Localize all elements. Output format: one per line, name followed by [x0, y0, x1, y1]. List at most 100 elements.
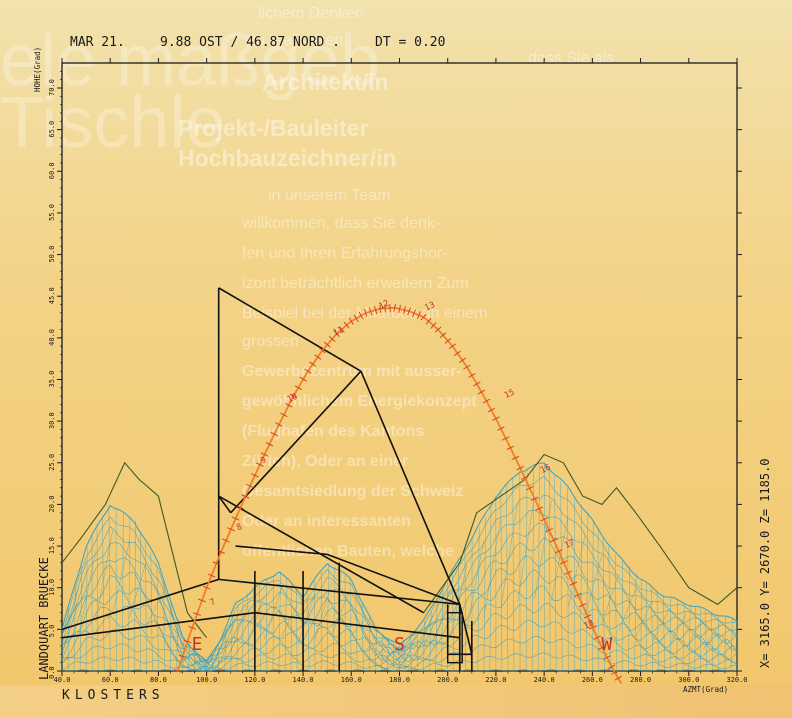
sun-path-tick	[530, 496, 539, 501]
x-tick-label: 40.0	[54, 676, 71, 684]
sun-path-tick	[353, 314, 359, 323]
y-tick-label: 30.0	[48, 412, 56, 429]
building-edge	[235, 545, 328, 556]
mesh-line	[608, 546, 611, 672]
left-caption: LANDQUART BRUECKE	[37, 557, 51, 680]
mesh-contour	[61, 462, 738, 662]
mesh-line	[85, 546, 88, 672]
mesh-line	[663, 596, 665, 672]
mesh-line	[592, 521, 594, 672]
mesh-line	[259, 583, 262, 672]
mesh-diagonal	[230, 605, 248, 652]
mesh-line	[156, 562, 159, 672]
sun-path-tick	[188, 625, 197, 630]
mesh-line	[429, 610, 432, 672]
sun-path-tick	[285, 402, 293, 408]
hour-label: 17	[563, 538, 577, 551]
mesh-diagonal	[264, 588, 282, 640]
sun-path-tick	[425, 317, 432, 325]
x-tick-label: 240.0	[534, 676, 555, 684]
mesh-line	[224, 629, 227, 672]
mesh-diagonal	[517, 496, 535, 602]
sun-path-tick	[545, 527, 554, 533]
sun-path-tick	[430, 322, 437, 329]
mesh-line	[163, 581, 165, 672]
sun-path-tick	[217, 549, 225, 554]
sun-path-tick	[516, 465, 525, 471]
y-tick-label: 25.0	[48, 454, 56, 471]
sun-path-tick	[583, 614, 592, 619]
mesh-diagonal	[601, 573, 620, 624]
mesh-line	[676, 600, 678, 672]
sun-path-tick	[487, 407, 496, 413]
x-tick-label: 160.0	[341, 676, 362, 684]
mesh-line	[272, 575, 275, 672]
mesh-contour	[61, 522, 738, 664]
sun-path-tick	[280, 412, 288, 418]
mesh-line	[349, 579, 352, 672]
sun-path-tick	[338, 326, 345, 333]
sun-path-tick	[398, 304, 401, 314]
sun-path-tick	[540, 517, 549, 522]
mesh-line	[361, 604, 364, 672]
x-tick-label: 80.0	[150, 676, 167, 684]
sun-path-tick	[598, 645, 606, 650]
mesh-line	[188, 643, 190, 672]
sun-path-tick	[241, 494, 250, 499]
mesh-line	[525, 469, 528, 672]
mesh-diagonal	[399, 634, 417, 663]
sun-path-tick	[178, 654, 187, 659]
mesh-contour	[61, 537, 738, 670]
sun-path-tick	[323, 341, 331, 348]
mesh-line	[307, 587, 310, 672]
hour-label: 16	[539, 463, 553, 476]
sun-path-tick	[521, 475, 529, 480]
sun-path-tick	[314, 354, 322, 360]
mesh-diagonal	[213, 623, 231, 664]
sun-path-tick	[328, 336, 336, 343]
sun-path-tick	[251, 473, 259, 478]
sun-path: 7 8 9 10 11 12 13 15 16 17 18	[173, 299, 623, 684]
building-edge	[254, 611, 460, 639]
ridge-line	[423, 453, 738, 614]
x-tick-label: 280.0	[630, 676, 651, 684]
y-tick-label: 70.0	[48, 79, 56, 96]
sun-path-tick	[256, 462, 264, 467]
mesh-line	[554, 475, 557, 672]
mesh-line	[560, 481, 563, 672]
mesh-contour	[61, 636, 738, 671]
mesh-line	[489, 506, 492, 672]
sun-path-tick	[417, 311, 421, 320]
mesh-diagonal	[652, 608, 670, 642]
y-tick-label: 20.0	[48, 496, 56, 513]
sun-path-tick	[246, 483, 254, 489]
sun-path-tick	[260, 452, 269, 457]
mesh-line	[332, 566, 336, 672]
right-caption: X= 3165.0 Y= 2670.0 Z= 1185.0	[758, 458, 772, 668]
sun-path-tick	[333, 330, 340, 338]
sun-path-tick	[236, 505, 245, 510]
mesh-line	[134, 521, 136, 672]
building-edge	[61, 611, 255, 639]
hour-label: 15	[503, 388, 517, 401]
bottom-band	[0, 685, 792, 718]
sun-path-tick	[183, 639, 192, 644]
x-tick-label: 300.0	[678, 676, 699, 684]
header-date: MAR 21.	[70, 35, 125, 50]
y-tick-label: 65.0	[48, 121, 56, 138]
y-tick-label: 10.0	[48, 579, 56, 596]
mesh-diagonal	[78, 550, 96, 637]
x-tick-label: 100.0	[196, 676, 217, 684]
mesh-diagonal	[129, 561, 147, 618]
sun-path-tick	[309, 361, 317, 367]
mesh-diagonal	[534, 500, 552, 600]
mesh-line	[500, 489, 503, 672]
y-tick-label: 5.0	[48, 625, 56, 638]
mesh-line	[477, 527, 480, 672]
sun-path-tick	[506, 445, 515, 450]
mesh-line	[409, 633, 412, 672]
building-edge	[326, 553, 461, 606]
sun-path-tick	[294, 385, 303, 391]
hour-label: 7	[209, 597, 218, 608]
mesh-line	[128, 516, 131, 672]
